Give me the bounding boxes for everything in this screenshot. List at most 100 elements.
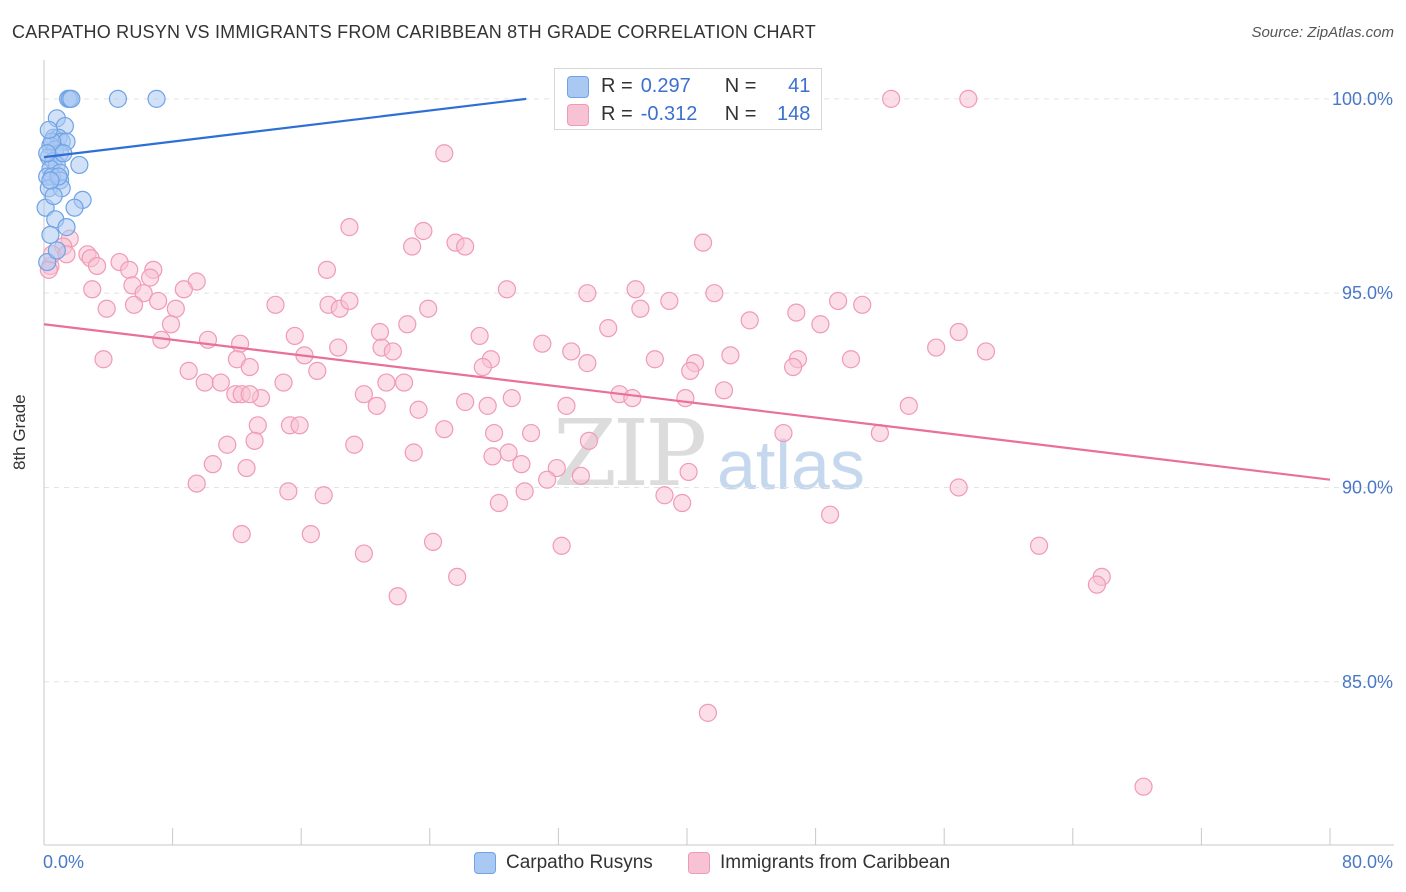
data-point-caribbean [927, 338, 946, 357]
legend-label: Carpatho Rusyns [506, 852, 653, 873]
stats-swatch-blue [567, 75, 589, 98]
data-point-caribbean [285, 326, 304, 346]
data-point-caribbean [232, 525, 251, 544]
data-point-caribbean [211, 373, 230, 392]
data-point-carpatho-rusyns [57, 218, 76, 237]
data-point-caribbean [345, 435, 364, 454]
data-point-carpatho-rusyns [65, 198, 84, 217]
trend-line-carpatho-rusyns [43, 97, 527, 159]
data-point-caribbean [414, 221, 433, 241]
data-point-caribbean [290, 416, 309, 435]
legend-swatch-pink [688, 852, 710, 874]
stats-n-value: 148 [777, 103, 811, 125]
data-point-caribbean [811, 315, 830, 334]
data-point-caribbean [853, 295, 872, 314]
data-point-caribbean [456, 392, 475, 412]
data-point-caribbean [370, 322, 390, 342]
data-point-caribbean [787, 303, 806, 322]
data-point-caribbean [279, 482, 298, 501]
data-point-caribbean [721, 346, 740, 365]
data-point-caribbean [248, 416, 267, 435]
data-point-caribbean [533, 334, 552, 353]
y-tick-label: 100.0% [1332, 89, 1393, 109]
data-point-caribbean [240, 385, 259, 404]
data-point-caribbean [538, 470, 557, 489]
data-point-caribbean [521, 423, 541, 443]
data-point-caribbean [97, 299, 116, 318]
legend-item-carpatho-rusyns[interactable]: Carpatho Rusyns [474, 852, 653, 874]
data-point-caribbean [740, 311, 759, 330]
data-point-caribbean [149, 291, 168, 311]
data-point-caribbean [478, 396, 497, 415]
data-point-caribbean [571, 466, 591, 485]
data-point-caribbean [354, 385, 373, 404]
data-point-caribbean [301, 525, 320, 544]
source-label: Source: ZipAtlas.com [1251, 24, 1394, 41]
data-point-caribbean [398, 315, 417, 334]
data-point-caribbean [578, 354, 597, 373]
data-point-caribbean [340, 218, 359, 237]
legend-item-immigrants-from-caribbean[interactable]: Immigrants from Caribbean [688, 852, 950, 874]
data-point-caribbean [274, 373, 293, 392]
data-point-carpatho-rusyns [47, 241, 66, 260]
data-point-caribbean [820, 505, 840, 524]
data-point-caribbean [841, 350, 861, 369]
data-point-caribbean [497, 280, 517, 299]
y-tick-label: 95.0% [1342, 283, 1393, 303]
data-point-carpatho-rusyns [38, 144, 57, 163]
data-point-caribbean [547, 458, 566, 478]
data-point-caribbean [329, 338, 348, 357]
stats-swatch-pink [567, 103, 589, 126]
stats-n-label: N = [724, 75, 757, 97]
data-point-caribbean [266, 295, 285, 314]
data-point-caribbean [631, 299, 650, 318]
data-point-caribbean [317, 260, 337, 279]
data-point-caribbean [502, 388, 521, 408]
data-point-caribbean [404, 443, 423, 462]
data-point-caribbean [419, 299, 438, 318]
x-tick-label-max: 80.0% [1341, 852, 1393, 872]
data-point-caribbean [698, 703, 717, 722]
data-point-caribbean [949, 322, 968, 342]
y-tick-label: 90.0% [1342, 477, 1393, 497]
data-point-caribbean [714, 381, 734, 400]
data-point-caribbean [388, 587, 407, 606]
stats-r-value: -0.312 [640, 103, 698, 125]
data-point-caribbean [949, 478, 968, 497]
data-point-caribbean [179, 361, 198, 380]
watermark-zip: ZIP [553, 400, 707, 507]
data-point-carpatho-rusyns [44, 186, 63, 206]
data-point-caribbean [456, 237, 475, 256]
data-point-caribbean [124, 295, 144, 314]
data-point-carpatho-rusyns [41, 225, 60, 244]
data-point-caribbean [134, 284, 153, 303]
data-point-caribbean [87, 256, 107, 276]
data-point-caribbean [377, 373, 396, 392]
data-point-caribbean [705, 284, 724, 303]
data-point-caribbean [83, 280, 102, 299]
data-point-caribbean [240, 357, 259, 377]
data-point-caribbean [473, 357, 492, 377]
data-point-caribbean [829, 291, 848, 311]
data-point-caribbean [94, 350, 113, 369]
data-point-caribbean [512, 455, 531, 474]
data-point-caribbean [161, 315, 181, 334]
data-point-caribbean [655, 486, 674, 505]
data-point-caribbean [552, 536, 571, 555]
data-point-caribbean [578, 284, 597, 303]
data-point-caribbean [195, 373, 214, 392]
data-point-caribbean [218, 435, 237, 454]
data-point-carpatho-rusyns [70, 155, 89, 175]
data-point-caribbean [673, 493, 692, 513]
stats-n-label: N = [724, 103, 757, 125]
data-point-caribbean [783, 357, 803, 377]
data-point-caribbean [245, 431, 264, 450]
data-point-carpatho-rusyns [147, 89, 166, 108]
stats-r-value: 0.297 [640, 75, 691, 97]
data-point-caribbean [308, 361, 327, 380]
stats-row-caribbean: R = -0.312 N = 148 [567, 103, 810, 126]
data-point-caribbean [676, 388, 695, 408]
stats-r-label: R = [601, 75, 633, 97]
data-point-carpatho-rusyns [41, 171, 60, 190]
